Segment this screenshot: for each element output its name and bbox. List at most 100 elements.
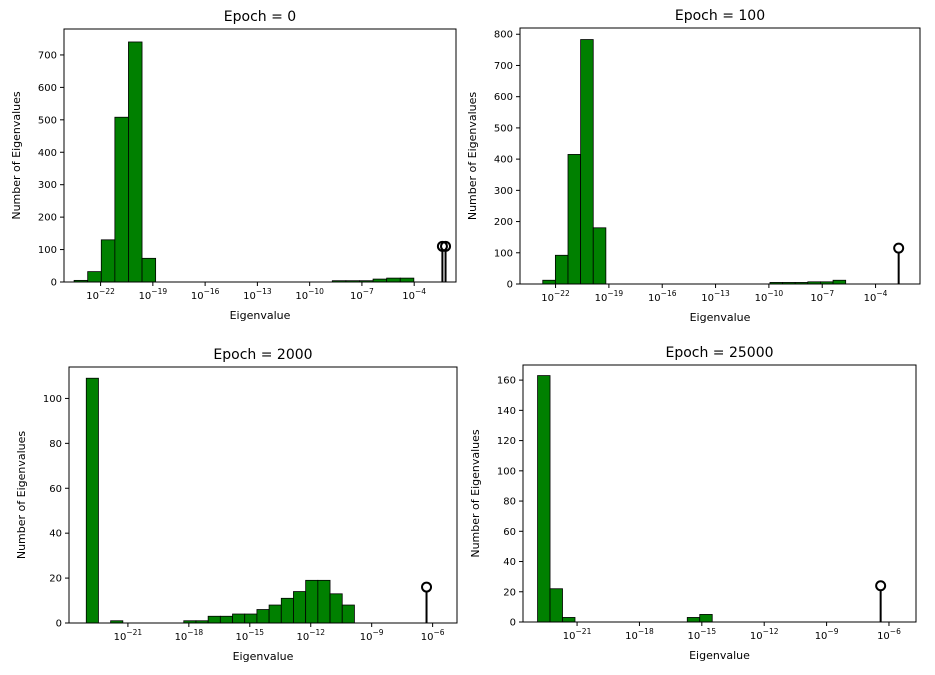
y-axis-label: Number of Eigenvalues: [10, 91, 23, 220]
y-tick-label: 400: [38, 148, 57, 159]
histogram-bar: [128, 41, 143, 283]
chart-title: Epoch = 25000: [665, 345, 773, 361]
y-tick-label: 300: [494, 186, 513, 197]
x-tick-label: 10−21: [114, 628, 143, 643]
chart-title: Epoch = 100: [675, 8, 765, 24]
axes-frame: [519, 27, 921, 285]
y-tick-label: 0: [51, 278, 57, 289]
histogram-bar: [341, 604, 355, 624]
chart-2: 0 20 40 60 80 100 10−21 10−18 10−15 10−12 10−9 10−6…: [15, 347, 458, 663]
y-tick-label: 600: [494, 92, 513, 103]
histogram-bar: [567, 154, 582, 285]
x-tick-label: 10−12: [750, 627, 779, 642]
histogram-bar: [85, 377, 99, 624]
histogram-bar: [592, 227, 607, 285]
x-tick-label: 10−7: [350, 287, 374, 302]
y-tick-label: 100: [497, 466, 516, 477]
x-tick-label: 10−16: [648, 289, 677, 304]
histogram-bar: [280, 597, 294, 624]
histogram-bar: [537, 375, 551, 623]
y-axis-label: Number of Eigenvalues: [469, 429, 482, 558]
histogram-bar: [562, 617, 576, 623]
x-tick-label: 10−13: [243, 287, 272, 302]
chart-0: 0 100 200 300 400 500 600 700 10−22 10−19 10−16 10−…: [10, 9, 457, 322]
x-tick-label: 10−19: [595, 289, 624, 304]
y-tick-label: 200: [38, 213, 57, 224]
y-tick-label: 400: [494, 155, 513, 166]
x-tick-label: 10−15: [688, 627, 717, 642]
histogram-bar: [386, 277, 401, 283]
histogram-bar: [549, 588, 563, 623]
y-tick-label: 500: [38, 115, 57, 126]
x-axis-label: Eigenvalue: [233, 650, 294, 663]
y-tick-label: 80: [503, 497, 516, 508]
histogram-bar: [580, 39, 594, 285]
outlier-marker: [440, 240, 452, 252]
x-tick-label: 10−4: [864, 289, 888, 304]
histogram-bar: [141, 257, 157, 283]
y-tick-label: 20: [49, 574, 62, 585]
histogram-bar: [244, 613, 258, 624]
x-axis-label: Eigenvalue: [690, 311, 751, 324]
x-axis-label: Eigenvalue: [230, 309, 291, 322]
y-tick-label: 200: [494, 217, 513, 228]
y-tick-label: 120: [497, 436, 516, 447]
histogram-bar: [329, 593, 343, 624]
axes-frame: [63, 28, 457, 283]
y-axis-label: Number of Eigenvalues: [15, 431, 28, 560]
x-tick-label: 10−18: [625, 627, 654, 642]
histogram-bar: [293, 591, 307, 624]
histogram-bar: [399, 277, 415, 283]
histogram-bar: [542, 279, 556, 285]
axes-frame: [68, 366, 458, 624]
y-tick-label: 800: [494, 30, 513, 41]
y-tick-label: 600: [38, 83, 57, 94]
y-tick-label: 0: [56, 619, 62, 630]
y-tick-label: 140: [497, 406, 516, 417]
y-tick-label: 160: [497, 376, 516, 387]
histogram-bar: [207, 615, 221, 624]
x-tick-label: 10−21: [563, 627, 592, 642]
y-tick-label: 0: [507, 280, 513, 291]
y-tick-label: 60: [49, 484, 62, 495]
y-tick-label: 100: [43, 394, 62, 405]
histogram-bar: [114, 116, 129, 283]
x-tick-label: 10−18: [175, 628, 204, 643]
x-tick-label: 10−22: [86, 287, 115, 302]
axes-frame: [522, 364, 917, 623]
x-tick-label: 10−9: [360, 628, 384, 643]
y-tick-label: 0: [510, 618, 516, 629]
x-tick-label: 10−15: [236, 628, 265, 643]
chart-3: 0 20 40 60 80 100 120 140 160 10−21 10−18 10−15 10−1…: [469, 345, 917, 662]
y-tick-label: 60: [503, 527, 516, 538]
chart-title: Epoch = 2000: [213, 347, 312, 363]
histogram-bar: [100, 239, 116, 283]
outlier-marker: [421, 581, 433, 593]
x-tick-label: 10−9: [815, 627, 839, 642]
x-tick-label: 10−12: [296, 628, 325, 643]
y-tick-label: 100: [38, 245, 57, 256]
histogram-bar: [554, 254, 569, 285]
x-tick-label: 10−7: [810, 289, 834, 304]
x-axis-label: Eigenvalue: [689, 649, 750, 662]
y-tick-label: 20: [503, 587, 516, 598]
histogram-bar: [686, 617, 701, 623]
y-axis-label: Number of Eigenvalues: [466, 92, 479, 221]
x-tick-label: 10−10: [755, 289, 784, 304]
histogram-bar: [317, 579, 331, 624]
histogram-bar: [232, 613, 246, 624]
chart-1: 0 100 200 300 400 500 600 700 800 10−22 10−19 10−16…: [466, 8, 921, 324]
chart-title: Epoch = 0: [224, 9, 296, 25]
histogram-bar: [699, 614, 713, 623]
x-tick-label: 10−22: [541, 289, 570, 304]
y-tick-label: 700: [494, 61, 513, 72]
x-tick-label: 10−4: [402, 287, 426, 302]
outlier-marker: [875, 580, 887, 592]
y-tick-label: 500: [494, 123, 513, 134]
histogram-bar: [305, 579, 319, 624]
x-tick-label: 10−13: [701, 289, 730, 304]
x-tick-label: 10−6: [877, 627, 901, 642]
y-tick-label: 40: [49, 529, 62, 540]
histogram-bar: [256, 609, 270, 624]
